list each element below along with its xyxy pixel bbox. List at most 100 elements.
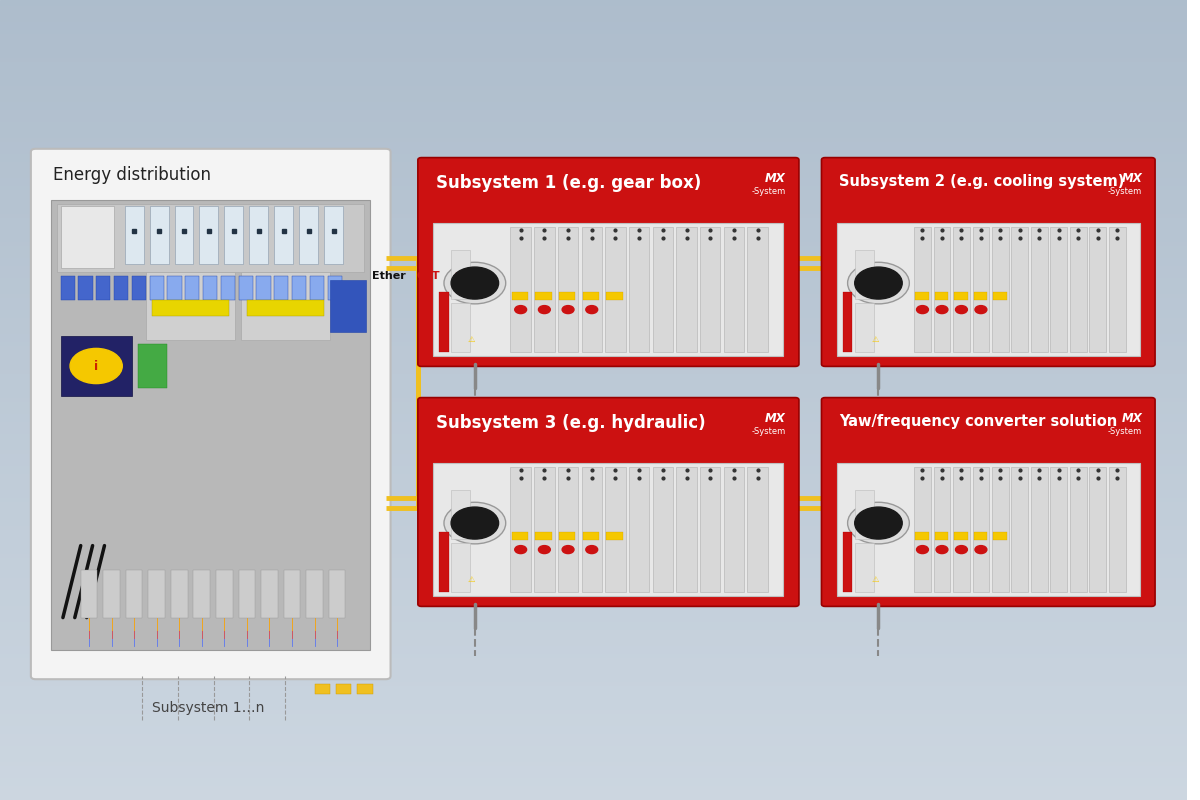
Circle shape (451, 507, 498, 539)
Bar (0, 496, 1187, 500)
Bar (511, 291, 528, 300)
Bar (0, 712, 1187, 716)
Bar (0, 164, 1187, 168)
Circle shape (515, 306, 527, 314)
FancyBboxPatch shape (31, 149, 390, 679)
Bar (0, 564, 1187, 568)
Bar (0, 284, 1187, 288)
FancyBboxPatch shape (822, 398, 1156, 606)
Bar (992, 467, 1009, 592)
Bar (0, 248, 1187, 252)
Bar (583, 291, 599, 300)
Bar (0, 528, 1187, 532)
Bar (606, 531, 623, 540)
Bar (0, 20, 1187, 24)
Bar (0, 480, 1187, 484)
Bar (0, 540, 1187, 544)
Bar (0, 228, 1187, 232)
Bar (0, 596, 1187, 600)
Bar (0, 272, 1187, 276)
Bar (0, 188, 1187, 192)
Bar (0, 160, 1187, 164)
Bar (854, 490, 874, 539)
Circle shape (515, 546, 527, 554)
Bar (60, 336, 132, 396)
Text: Subsystem 1 (e.g. gear box): Subsystem 1 (e.g. gear box) (436, 174, 701, 192)
Bar (221, 276, 235, 300)
Bar (0, 344, 1187, 348)
Bar (0, 428, 1187, 432)
Text: ⚠: ⚠ (871, 335, 878, 344)
Bar (0, 32, 1187, 36)
Bar (0, 532, 1187, 536)
Circle shape (847, 262, 910, 304)
FancyBboxPatch shape (418, 398, 799, 606)
Bar (0, 180, 1187, 184)
Bar (0, 792, 1187, 796)
Bar (0, 520, 1187, 524)
Bar (558, 227, 578, 352)
Text: Subsystem 1…n: Subsystem 1…n (151, 701, 264, 715)
Bar (0, 736, 1187, 740)
Bar (241, 272, 330, 340)
Bar (0, 136, 1187, 140)
Bar (0, 728, 1187, 732)
Circle shape (539, 546, 551, 554)
Bar (0, 68, 1187, 72)
Bar (0, 448, 1187, 452)
Bar (439, 292, 449, 352)
Bar (150, 206, 168, 264)
Bar (257, 276, 271, 300)
Bar (0, 684, 1187, 688)
Text: ⚠: ⚠ (871, 575, 878, 584)
Bar (0, 264, 1187, 268)
Bar (314, 684, 330, 694)
Bar (1012, 467, 1028, 592)
Bar (0, 200, 1187, 204)
Bar (0, 172, 1187, 176)
Text: Subsystem 2 (e.g. cooling system): Subsystem 2 (e.g. cooling system) (839, 174, 1124, 190)
Bar (0, 348, 1187, 352)
Text: ⚠: ⚠ (468, 335, 475, 344)
Bar (0, 500, 1187, 504)
Bar (0, 672, 1187, 676)
Bar (0, 252, 1187, 256)
Bar (262, 570, 277, 618)
Bar (0, 568, 1187, 572)
Bar (972, 467, 989, 592)
Bar (283, 570, 300, 618)
Bar (152, 300, 229, 316)
Bar (0, 60, 1187, 64)
Bar (0, 720, 1187, 724)
Bar (0, 700, 1187, 704)
Bar (80, 570, 97, 618)
Bar (0, 112, 1187, 116)
Bar (1109, 227, 1126, 352)
Bar (0, 224, 1187, 228)
Bar (0, 132, 1187, 136)
Circle shape (539, 306, 551, 314)
Bar (0, 72, 1187, 76)
Bar (0, 756, 1187, 760)
Bar (0, 360, 1187, 364)
Bar (992, 227, 1009, 352)
Bar (299, 206, 318, 264)
Bar (0, 388, 1187, 392)
Bar (0, 472, 1187, 476)
Bar (0, 256, 1187, 260)
Bar (0, 784, 1187, 788)
Bar (0, 524, 1187, 528)
Bar (1109, 467, 1126, 592)
Bar (0, 732, 1187, 736)
Bar (677, 227, 697, 352)
Bar (451, 543, 470, 592)
Bar (0, 244, 1187, 248)
Bar (0, 656, 1187, 660)
Bar (0, 216, 1187, 220)
Bar (0, 108, 1187, 112)
Text: MX: MX (766, 412, 786, 425)
Bar (0, 640, 1187, 644)
Bar (0, 632, 1187, 636)
Bar (0, 624, 1187, 628)
Bar (677, 467, 697, 592)
